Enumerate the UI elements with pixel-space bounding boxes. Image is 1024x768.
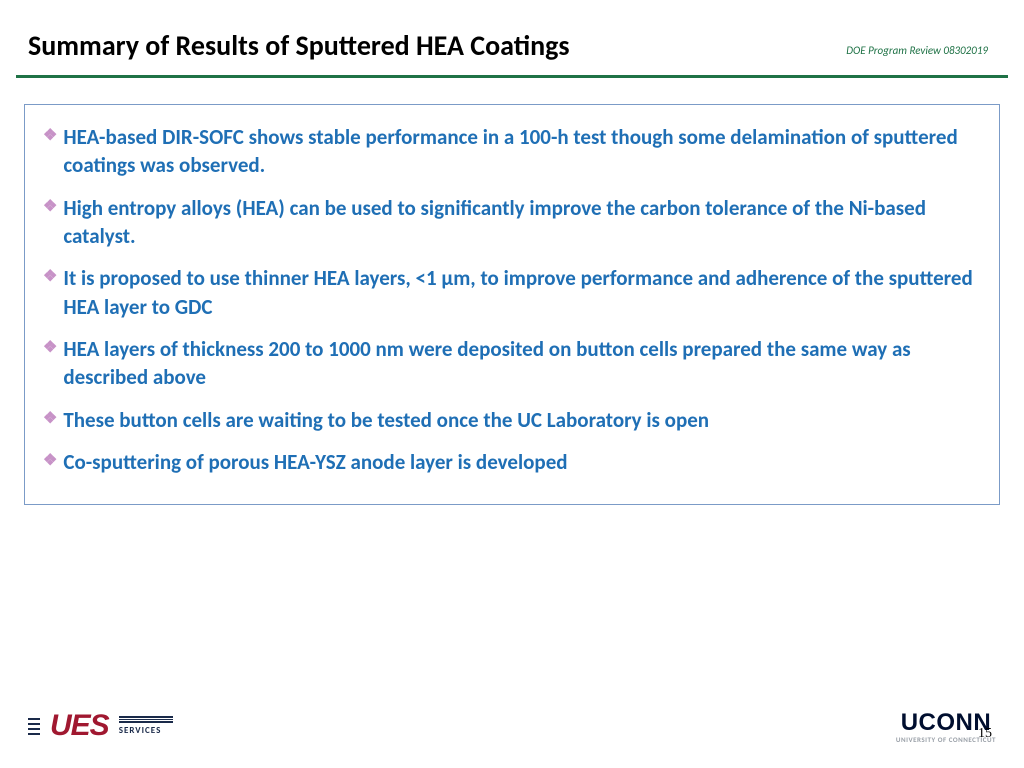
bullet-text: High entropy alloys (HEA) can be used to… (63, 194, 981, 251)
slide-footer: UES SERVICES UCONN UNIVERSITY OF CONNECT… (0, 702, 1024, 750)
list-item: ❖ HEA layers of thickness 200 to 1000 nm… (43, 335, 981, 392)
diamond-bullet-icon: ❖ (43, 264, 57, 290)
services-label: SERVICES (119, 725, 173, 736)
diamond-bullet-icon: ❖ (43, 448, 57, 474)
list-item: ❖ HEA-based DIR-SOFC shows stable perfor… (43, 123, 981, 180)
list-item: ❖ It is proposed to use thinner HEA laye… (43, 264, 981, 321)
review-note: DOE Program Review 08302019 (846, 44, 996, 63)
list-item: ❖ These button cells are waiting to be t… (43, 406, 981, 434)
bullet-text: It is proposed to use thinner HEA layers… (63, 264, 981, 321)
header-divider (16, 75, 1008, 78)
bullet-list: ❖ HEA-based DIR-SOFC shows stable perfor… (43, 123, 981, 476)
slide-header: Summary of Results of Sputtered HEA Coat… (0, 0, 1024, 75)
uconn-logo: UCONN UNIVERSITY OF CONNECTICUT 15 (896, 709, 996, 744)
content-box: ❖ HEA-based DIR-SOFC shows stable perfor… (24, 104, 1000, 505)
diamond-bullet-icon: ❖ (43, 123, 57, 149)
bullet-text: These button cells are waiting to be tes… (63, 406, 709, 434)
diamond-bullet-icon: ❖ (43, 406, 57, 432)
list-item: ❖ Co-sputtering of porous HEA-YSZ anode … (43, 448, 981, 476)
ues-logo: UES SERVICES (28, 709, 173, 743)
bullet-text: HEA layers of thickness 200 to 1000 nm w… (63, 335, 981, 392)
page-number: 15 (978, 726, 992, 742)
list-item: ❖ High entropy alloys (HEA) can be used … (43, 194, 981, 251)
services-block: SERVICES (119, 716, 173, 736)
ues-logo-text: UES (50, 709, 109, 743)
bullet-text: Co-sputtering of porous HEA-YSZ anode la… (63, 448, 567, 476)
services-lines-icon (119, 716, 173, 723)
bullet-text: HEA-based DIR-SOFC shows stable performa… (63, 123, 981, 180)
tick-marks-icon (28, 718, 40, 735)
diamond-bullet-icon: ❖ (43, 335, 57, 361)
diamond-bullet-icon: ❖ (43, 194, 57, 220)
slide-title: Summary of Results of Sputtered HEA Coat… (28, 28, 570, 63)
